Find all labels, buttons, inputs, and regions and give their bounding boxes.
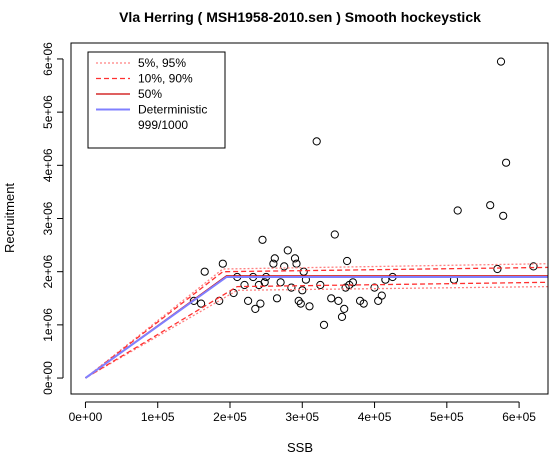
data-point — [251, 304, 260, 313]
x-tick-label: 3e+05 — [285, 410, 319, 424]
data-point — [343, 256, 352, 266]
legend-label: 999/1000 — [138, 118, 188, 132]
data-point — [374, 296, 383, 305]
data-point — [493, 264, 502, 274]
data-point — [486, 201, 495, 210]
x-tick-label: 5e+05 — [430, 410, 464, 424]
data-point — [290, 254, 300, 263]
data-point — [453, 206, 462, 215]
x-tick-label: 6e+05 — [502, 410, 536, 424]
x-axis-label: SSB — [287, 440, 313, 455]
data-point — [299, 267, 308, 276]
data-point — [296, 299, 305, 308]
legend-label: Deterministic — [138, 103, 207, 117]
data-point — [359, 299, 368, 308]
data-point — [330, 230, 339, 239]
data-point — [276, 278, 285, 287]
data-point — [337, 312, 347, 321]
data-point — [197, 299, 206, 308]
data-point — [200, 267, 209, 276]
data-point — [218, 259, 227, 268]
x-tick-label: 2e+05 — [213, 410, 247, 424]
data-point — [272, 294, 282, 303]
series-line — [84, 276, 548, 379]
data-point — [269, 259, 278, 268]
data-point — [244, 296, 253, 305]
y-tick-label: 1e+06 — [41, 308, 55, 342]
y-axis-label: Recruitment — [2, 183, 17, 253]
data-point — [502, 158, 511, 167]
data-point — [340, 304, 349, 313]
data-point — [334, 296, 343, 305]
series-line — [85, 263, 549, 379]
chart-title: Vla Herring ( MSH1958-2010.sen ) Smooth … — [119, 9, 481, 25]
x-tick-label: 0e+00 — [69, 410, 103, 424]
y-tick-label: 2e+06 — [41, 255, 55, 289]
y-tick-label: 5e+06 — [41, 95, 55, 129]
legend-label: 10%, 90% — [138, 72, 193, 86]
y-tick-label: 0e+00 — [41, 361, 55, 395]
data-point — [496, 57, 506, 66]
data-point — [280, 262, 289, 271]
legend-label: 50% — [138, 87, 162, 101]
data-point — [240, 280, 249, 290]
series-line — [85, 266, 549, 379]
data-point — [256, 299, 265, 308]
series-line — [85, 281, 549, 379]
data-point — [377, 291, 386, 300]
data-point — [319, 320, 329, 329]
data-point — [258, 235, 267, 244]
data-point — [327, 294, 336, 303]
y-tick-label: 3e+06 — [41, 201, 55, 235]
x-tick-label: 1e+05 — [141, 410, 175, 424]
y-axis: 0e+00 1e+06 2e+06 3e+06 4e+06 5e+06 6e+06 — [41, 42, 64, 395]
legend-box — [87, 51, 226, 149]
y-tick-label: 4e+06 — [41, 148, 55, 182]
data-point — [294, 296, 303, 305]
data-point — [283, 246, 292, 255]
x-axis: 0e+00 1e+05 2e+05 3e+05 4e+05 5e+05 6e+05 — [69, 401, 536, 424]
legend-label: 5%, 95% — [138, 56, 186, 70]
series-line — [85, 285, 549, 379]
data-point — [348, 278, 357, 287]
plot-frame — [70, 42, 549, 395]
data-point — [189, 296, 198, 305]
x-tick-label: 4e+05 — [358, 410, 392, 424]
series-line — [85, 275, 548, 379]
y-tick-label: 6e+06 — [41, 42, 55, 76]
plot-area — [84, 57, 549, 379]
data-point — [499, 211, 508, 220]
data-point — [370, 283, 379, 292]
data-point — [529, 262, 538, 271]
data-point — [298, 286, 307, 295]
data-point — [270, 254, 279, 263]
data-point — [305, 302, 314, 311]
data-point — [287, 283, 296, 292]
data-point — [312, 137, 321, 146]
